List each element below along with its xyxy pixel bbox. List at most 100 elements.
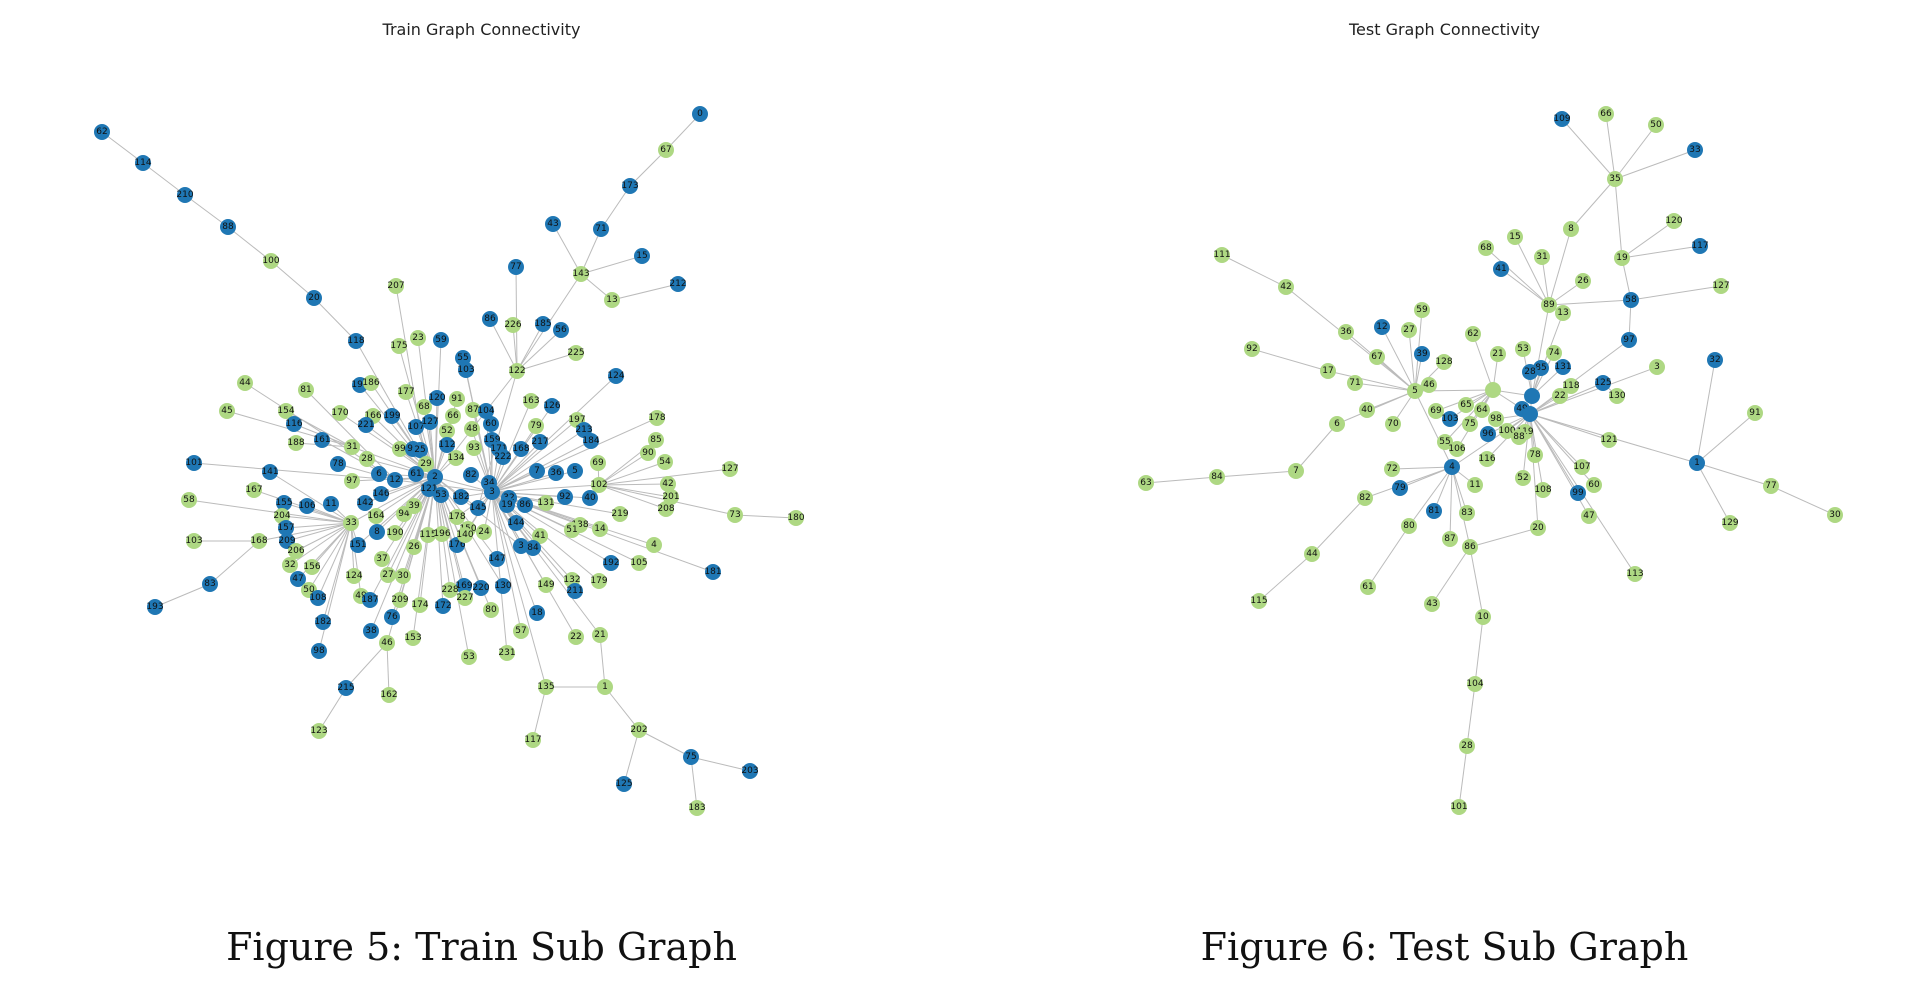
graph-node: 67 [658, 142, 674, 158]
graph-node: 104 [477, 403, 495, 419]
node-label: 120 [1665, 216, 1682, 226]
node-circle [513, 441, 529, 457]
node-circle [1623, 292, 1639, 308]
node-label: 63 [1140, 478, 1151, 488]
graph-node: 59 [1414, 302, 1430, 318]
node-label: 69 [592, 458, 604, 468]
node-circle [1478, 240, 1494, 256]
edge [1522, 413, 1531, 479]
node-label: 14 [594, 524, 606, 534]
node-circle [646, 537, 662, 553]
node-label: 87 [467, 405, 478, 415]
graph-node: 69 [590, 455, 606, 471]
node-label: 40 [1361, 405, 1373, 415]
graph-node: 53 [461, 649, 477, 665]
graph-node: 68 [416, 399, 432, 415]
edge [1541, 256, 1550, 306]
node-label: 59 [435, 335, 447, 345]
node-label: 90 [642, 448, 654, 458]
graph-node: 103 [185, 533, 203, 549]
node-circle [568, 629, 584, 645]
graph-node: 121 [1600, 432, 1618, 448]
node-label: 87 [1444, 534, 1455, 544]
graph-node: 101 [1450, 799, 1468, 815]
graph-node: 88 [220, 219, 236, 235]
node-circle [544, 398, 560, 414]
graph-node: 97 [1621, 332, 1637, 348]
graph-node: 220 [472, 580, 490, 596]
graph-node: 210 [176, 187, 194, 203]
node-circle [1437, 434, 1453, 450]
graph-node: 177 [397, 384, 415, 400]
graph-node: 53 [433, 487, 449, 503]
node-label: 92 [1246, 344, 1257, 354]
node-circle [1524, 388, 1540, 404]
graph-node: 83 [1459, 505, 1475, 521]
graph-node: 78 [330, 456, 346, 472]
node-label: 163 [522, 396, 539, 406]
graph-node: 83 [202, 576, 218, 592]
node-circle [608, 368, 624, 384]
graph-node: 127 [421, 414, 439, 430]
node-circle [564, 522, 580, 538]
node-label: 58 [183, 495, 195, 505]
node-label: 31 [1536, 252, 1547, 262]
node-label: 145 [469, 503, 486, 513]
edge [1696, 359, 1716, 464]
node-label: 27 [1403, 325, 1414, 335]
graph-node: 181 [704, 564, 722, 580]
node-label: 115 [1250, 596, 1267, 606]
node-circle [448, 450, 464, 466]
graph-node: 51 [564, 522, 580, 538]
node-circle [1369, 349, 1385, 365]
graph-node: 21 [1490, 346, 1506, 362]
node-circle [509, 363, 525, 379]
graph-node: 120 [1665, 213, 1683, 229]
node-circle [368, 508, 384, 524]
node-label: 211 [566, 586, 583, 596]
edge [598, 461, 666, 486]
node-label: 67 [660, 145, 671, 155]
node-label: 80 [1403, 521, 1415, 531]
node-circle [406, 539, 422, 555]
node-label: 21 [594, 630, 605, 640]
node-label: 113 [1626, 569, 1643, 579]
node-circle [495, 449, 511, 465]
graph-node: 131 [537, 495, 555, 511]
node-circle [1359, 402, 1375, 418]
edge [1531, 304, 1550, 397]
node-label: 159 [483, 435, 500, 445]
node-circle [369, 524, 385, 540]
edge [378, 473, 436, 478]
node-label: 60 [1588, 480, 1600, 490]
node-circle [593, 221, 609, 237]
graph-node: 28 [1459, 738, 1475, 754]
edge [1367, 525, 1410, 588]
node-label: 78 [1529, 450, 1541, 460]
graph-node: 157 [277, 520, 295, 536]
node-circle [1555, 305, 1571, 321]
graph-node: 52 [439, 423, 455, 439]
node-circle [529, 463, 545, 479]
node-circle [1467, 477, 1483, 493]
edge [1696, 462, 1772, 487]
graph-node: 6 [371, 466, 387, 482]
edge [295, 522, 352, 552]
graph-node: 120 [428, 390, 446, 406]
edge [532, 686, 547, 741]
node-circle [381, 687, 397, 703]
node-label: 12 [1376, 322, 1387, 332]
node-label: 0 [697, 109, 703, 119]
node-circle [483, 602, 499, 618]
node-circle [262, 464, 278, 480]
edge [638, 729, 692, 758]
node-circle [482, 311, 498, 327]
node-label: 129 [1721, 518, 1738, 528]
node-circle [1414, 302, 1430, 318]
edge [1548, 299, 1632, 306]
node-label: 26 [408, 542, 420, 552]
node-circle [412, 442, 428, 458]
node-label: 86 [519, 500, 531, 510]
node-label: 153 [404, 633, 421, 643]
node-label: 222 [494, 452, 511, 462]
